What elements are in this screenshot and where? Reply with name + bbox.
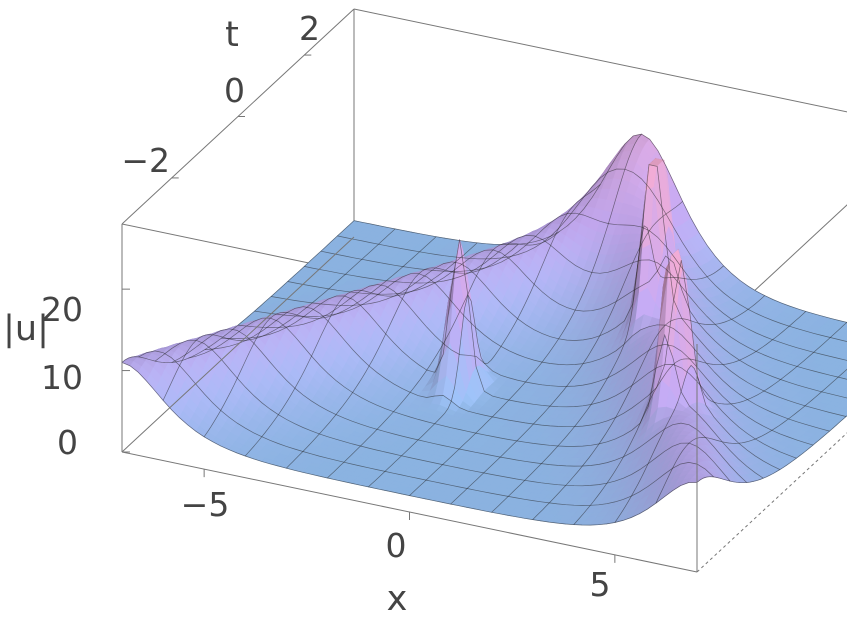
surface-patch xyxy=(842,359,847,365)
z-tick-label: 10 xyxy=(41,358,83,397)
t-tick-label: 0 xyxy=(224,71,245,110)
surface-mesh xyxy=(121,133,847,526)
z-axis-label: |u| xyxy=(3,309,49,349)
x-tick-label: 5 xyxy=(590,565,611,604)
box-edge xyxy=(353,8,847,113)
x-tick-label: 0 xyxy=(386,526,407,565)
x-axis-label: x xyxy=(387,579,408,619)
t-tick-label: 2 xyxy=(299,9,320,48)
z-tick-label: 0 xyxy=(57,423,78,462)
surface-patch xyxy=(842,341,847,346)
x-tick-label: −5 xyxy=(181,485,230,524)
t-axis-label: t xyxy=(225,15,239,55)
t-tick-label: −2 xyxy=(121,141,170,180)
